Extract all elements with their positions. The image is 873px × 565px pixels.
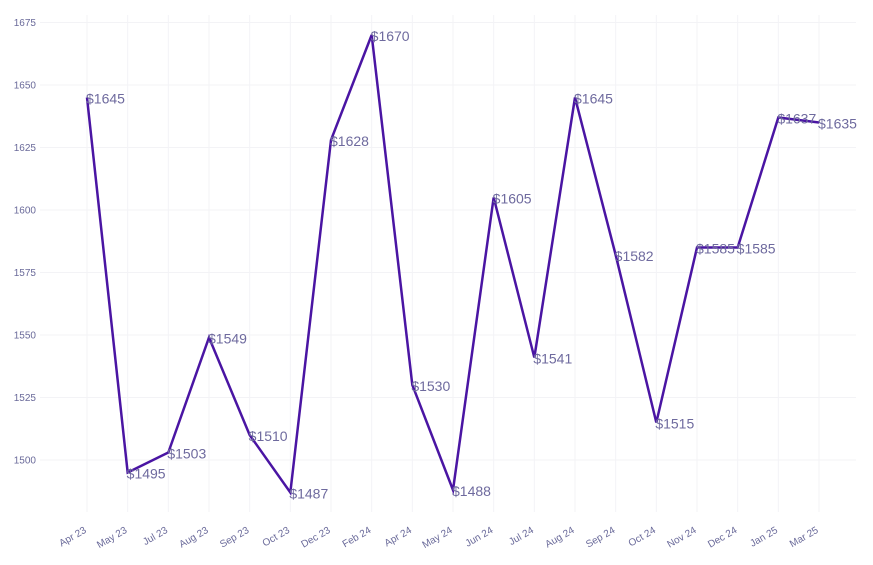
x-tick-label: Mar 25 <box>788 525 821 550</box>
y-tick-label: 1550 <box>14 331 37 342</box>
data-label: $1510 <box>249 428 288 444</box>
data-label: $1582 <box>615 248 654 264</box>
data-label: $1605 <box>493 191 532 207</box>
x-tick-label: Sep 24 <box>584 525 617 551</box>
x-tick-label: Oct 23 <box>261 525 292 549</box>
data-label: $1515 <box>655 416 694 432</box>
x-tick-label: Aug 24 <box>544 525 577 551</box>
data-label: $1645 <box>574 91 613 107</box>
data-label: $1488 <box>452 483 491 499</box>
y-tick-label: 1525 <box>14 393 37 404</box>
data-label: $1628 <box>330 133 369 149</box>
x-tick-label: Sep 23 <box>218 525 251 551</box>
data-label: $1585 <box>696 241 735 257</box>
x-tick-label: Feb 24 <box>341 525 374 550</box>
x-tick-label: Aug 23 <box>178 525 211 551</box>
data-label: $1495 <box>127 466 166 482</box>
x-tick-label: Jun 24 <box>464 525 496 550</box>
data-label: $1635 <box>818 116 857 132</box>
data-label: $1541 <box>533 351 572 367</box>
y-tick-label: 1575 <box>14 268 37 279</box>
y-tick-label: 1625 <box>14 143 37 154</box>
data-label: $1645 <box>86 91 125 107</box>
grid <box>40 15 856 512</box>
x-axis: Apr 23 May 23 Jul 23 Aug 23 Sep 23 Oct 23 Dec … <box>57 525 820 551</box>
data-label: $1530 <box>411 378 450 394</box>
y-tick-label: 1675 <box>14 18 37 29</box>
x-tick-label: Dec 23 <box>300 525 333 551</box>
x-tick-label: Jan 25 <box>748 525 780 550</box>
x-tick-label: Jul 23 <box>141 525 170 548</box>
y-tick-label: 1650 <box>14 81 37 92</box>
x-tick-label: May 23 <box>95 525 129 551</box>
x-tick-label: May 24 <box>421 525 455 551</box>
x-tick-label: Oct 24 <box>627 525 658 549</box>
y-tick-label: 1500 <box>14 456 37 467</box>
y-axis: 1500 1525 1550 1575 1600 1625 1650 1675 <box>14 18 37 467</box>
series-line <box>85 34 820 496</box>
data-label: $1637 <box>777 111 816 127</box>
x-tick-label: Jul 24 <box>507 525 536 548</box>
x-tick-label: Nov 24 <box>666 525 699 551</box>
x-tick-label: Dec 24 <box>706 525 739 551</box>
y-tick-label: 1600 <box>14 206 37 217</box>
data-label: $1585 <box>737 241 776 257</box>
data-labels: $1645 $1495$1503 $1549 $1510 $1487 $1628 $1670… <box>86 28 857 502</box>
data-label: $1503 <box>167 446 206 462</box>
data-label: $1487 <box>289 486 328 502</box>
x-tick-label: Apr 24 <box>383 525 414 549</box>
x-tick-label: Apr 23 <box>57 525 88 549</box>
data-label: $1549 <box>208 331 247 347</box>
data-label: $1670 <box>371 28 410 44</box>
